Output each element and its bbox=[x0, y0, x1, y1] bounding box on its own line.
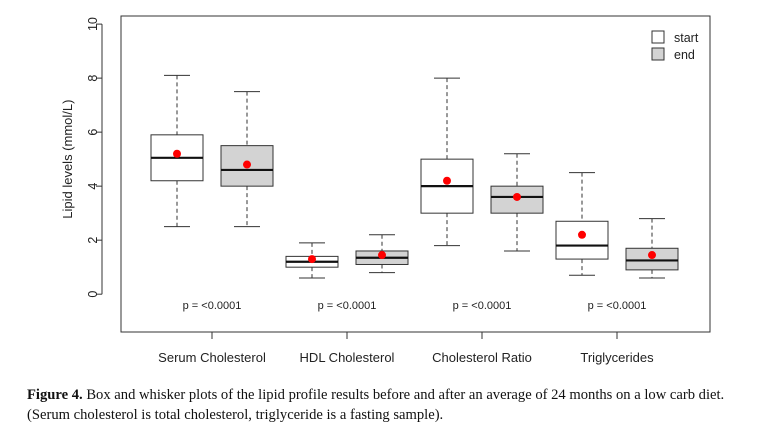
mean-dot bbox=[648, 251, 656, 260]
box-hdl-cholesterol-end bbox=[355, 234, 409, 274]
y-tick-label: 4 bbox=[86, 183, 100, 190]
legend-label-start: start bbox=[674, 31, 699, 45]
box-cholesterol-ratio-end bbox=[490, 153, 544, 252]
caption-text: Box and whisker plots of the lipid profi… bbox=[27, 387, 725, 423]
y-tick-label: 0 bbox=[86, 291, 100, 298]
y-tick-label: 10 bbox=[86, 17, 100, 31]
x-tick-label: Serum Cholesterol bbox=[158, 350, 266, 365]
y-axis-label: Lipid levels (mmol/L) bbox=[60, 100, 75, 219]
p-value-label: p = <0.0001 bbox=[183, 300, 242, 312]
plot-frame bbox=[120, 15, 711, 333]
mean-dot bbox=[513, 192, 521, 201]
p-value-label: p = <0.0001 bbox=[318, 300, 377, 312]
legend-swatch-end bbox=[651, 47, 665, 61]
legend-swatch-start bbox=[651, 30, 665, 44]
figure-caption: Figure 4. Box and whisker plots of the l… bbox=[27, 385, 757, 425]
p-value-label: p = <0.0001 bbox=[453, 300, 512, 312]
box-cholesterol-ratio-start bbox=[420, 77, 474, 247]
box-serum-cholesterol-start bbox=[150, 74, 204, 228]
box-triglycerides-end bbox=[625, 218, 679, 279]
box-hdl-cholesterol-start bbox=[285, 242, 339, 279]
box-triglycerides-start bbox=[555, 172, 609, 276]
mean-dot bbox=[243, 160, 251, 169]
box-iqr bbox=[555, 220, 609, 260]
mean-dot bbox=[378, 251, 386, 260]
mean-dot bbox=[173, 149, 181, 158]
caption-label: Figure 4. bbox=[27, 387, 83, 403]
box-iqr bbox=[625, 247, 679, 271]
boxplot-chart: 0 2 4 6 8 10 Lipid levels (mmol/L) p = <0.0001 S… bbox=[60, 15, 711, 365]
y-tick-label: 8 bbox=[86, 75, 100, 82]
mean-dot bbox=[578, 230, 586, 239]
box-serum-cholesterol-end bbox=[220, 91, 274, 228]
y-tick-label: 2 bbox=[86, 237, 100, 244]
mean-dot bbox=[308, 255, 316, 264]
legend-label-end: end bbox=[674, 48, 695, 62]
p-value-label: p = <0.0001 bbox=[588, 300, 647, 312]
mean-dot bbox=[443, 176, 451, 185]
x-tick-label: Cholesterol Ratio bbox=[432, 350, 532, 365]
x-tick-label: Triglycerides bbox=[580, 350, 654, 365]
x-tick-label: HDL Cholesterol bbox=[300, 350, 395, 365]
y-tick-label: 6 bbox=[86, 129, 100, 136]
